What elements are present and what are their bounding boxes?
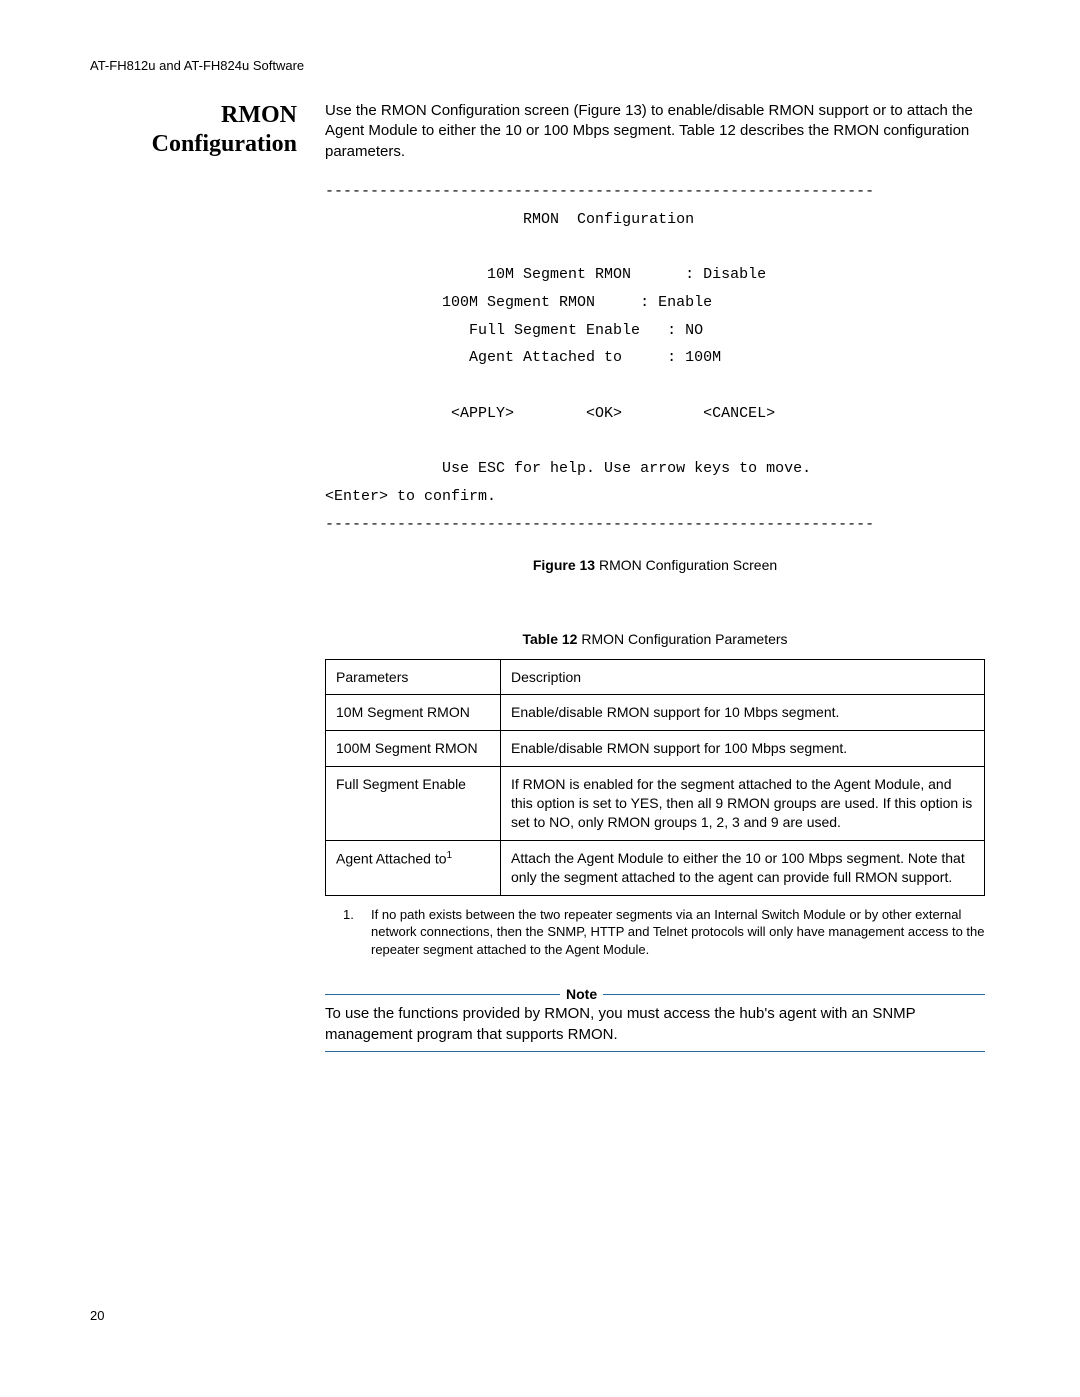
left-column: RMON Configuration — [90, 101, 325, 1052]
table-cell-param: Full Segment Enable — [326, 767, 501, 841]
parameters-table: Parameters Description 10M Segment RMON … — [325, 659, 985, 896]
table-caption-text: RMON Configuration Parameters — [577, 631, 787, 647]
table-row: Full Segment Enable If RMON is enabled f… — [326, 767, 985, 841]
terminal-divider-bottom: ----------------------------------------… — [325, 516, 874, 533]
intro-paragraph: Use the RMON Configuration screen (Figur… — [325, 101, 985, 162]
page-number: 20 — [90, 1308, 104, 1323]
table-row: Agent Attached to1 Attach the Agent Modu… — [326, 840, 985, 895]
note-body: To use the functions provided by RMON, y… — [325, 1004, 985, 1052]
section-title: RMON Configuration — [90, 101, 297, 159]
terminal-title: RMON Configuration — [523, 211, 694, 228]
terminal-row-3: Full Segment Enable : NO — [469, 322, 703, 339]
figure-caption-bold: Figure 13 — [533, 557, 595, 573]
terminal-divider-top: ----------------------------------------… — [325, 183, 874, 200]
terminal-help: Use ESC for help. Use arrow keys to move… — [442, 460, 811, 477]
table-cell-desc: Attach the Agent Module to either the 10… — [501, 840, 985, 895]
table-caption-bold: Table 12 — [522, 631, 577, 647]
figure-caption-text: RMON Configuration Screen — [595, 557, 777, 573]
footnote-text: If no path exists between the two repeat… — [371, 906, 985, 959]
table-cell-desc: Enable/disable RMON support for 10 Mbps … — [501, 695, 985, 731]
terminal-row-4: Agent Attached to : 100M — [469, 349, 721, 366]
table-row: 10M Segment RMON Enable/disable RMON sup… — [326, 695, 985, 731]
terminal-confirm: <Enter> to confirm. — [325, 488, 496, 505]
table-cell-param: 10M Segment RMON — [326, 695, 501, 731]
footnote-number: 1. — [343, 906, 371, 959]
terminal-buttons: <APPLY> <OK> <CANCEL> — [451, 405, 775, 422]
page-header: AT-FH812u and AT-FH824u Software — [90, 58, 995, 73]
table-cell-param: Agent Attached to1 — [326, 840, 501, 895]
terminal-row-2: 100M Segment RMON : Enable — [442, 294, 712, 311]
table-caption: Table 12 RMON Configuration Parameters — [325, 631, 985, 647]
right-column: Use the RMON Configuration screen (Figur… — [325, 101, 995, 1052]
table-cell-desc: Enable/disable RMON support for 100 Mbps… — [501, 731, 985, 767]
table-cell-param: 100M Segment RMON — [326, 731, 501, 767]
terminal-figure: ----------------------------------------… — [325, 178, 985, 539]
table-header-parameters: Parameters — [326, 659, 501, 695]
section-title-line-2: Configuration — [152, 131, 297, 157]
note-label: Note — [560, 986, 603, 1002]
note-block: Note To use the functions provided by RM… — [325, 986, 985, 1052]
table-cell-param-text: Agent Attached to — [336, 851, 447, 867]
main-content: RMON Configuration Use the RMON Configur… — [90, 101, 995, 1052]
terminal-row-1: 10M Segment RMON : Disable — [487, 266, 766, 283]
section-title-line-1: RMON — [221, 102, 297, 128]
page: AT-FH812u and AT-FH824u Software RMON Co… — [0, 0, 1080, 1397]
note-rule-right — [603, 994, 985, 995]
footnote-marker: 1 — [447, 850, 453, 861]
table-row: 100M Segment RMON Enable/disable RMON su… — [326, 731, 985, 767]
figure-caption: Figure 13 RMON Configuration Screen — [325, 557, 985, 573]
table-header-row: Parameters Description — [326, 659, 985, 695]
note-head: Note — [325, 986, 985, 1002]
table-header-description: Description — [501, 659, 985, 695]
footnote: 1. If no path exists between the two rep… — [325, 906, 985, 959]
note-rule-left — [325, 994, 560, 995]
table-cell-desc: If RMON is enabled for the segment attac… — [501, 767, 985, 841]
